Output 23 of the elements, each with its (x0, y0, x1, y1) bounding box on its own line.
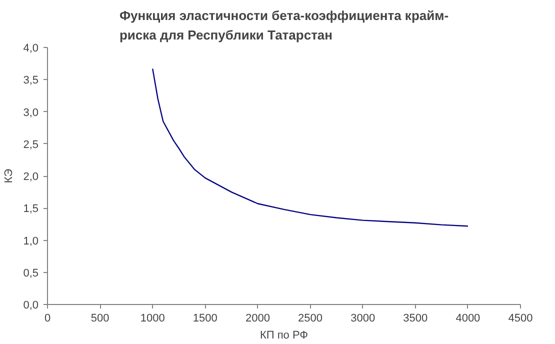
x-axis-title: КП по РФ (260, 330, 308, 342)
y-tick-label: 3,0 (23, 106, 39, 119)
y-tick-label: 0,5 (23, 267, 39, 280)
y-tick-label: 3,5 (23, 74, 39, 87)
x-tick-label: 500 (90, 312, 110, 324)
x-tick-label: 4000 (456, 312, 480, 324)
y-tick-label: 0,0 (23, 300, 39, 312)
y-axis-title: КЭ (3, 168, 16, 184)
y-tick-label: 4,0 (23, 42, 39, 54)
x-tick-label: 2000 (245, 312, 270, 324)
x-tick-label: 2500 (298, 312, 323, 324)
y-tick-label: 1,5 (23, 203, 39, 216)
chart-title: Функция эластичности бета-коэффициента крайм- риска для Республики Татарстан (119, 8, 449, 42)
x-tick-label: 1000 (140, 312, 165, 324)
y-tick-label: 2,0 (23, 171, 39, 183)
y-tick-label: 2,5 (23, 138, 39, 151)
line-series (152, 68, 469, 227)
x-tick-label: 1500 (192, 312, 218, 324)
x-tick-label: 0 (44, 312, 51, 324)
x-tick-label: 3500 (403, 312, 428, 324)
x-tick-label: 3000 (350, 312, 376, 324)
y-tick-label: 1,0 (23, 235, 39, 248)
x-tick-label: 4500 (508, 312, 533, 324)
